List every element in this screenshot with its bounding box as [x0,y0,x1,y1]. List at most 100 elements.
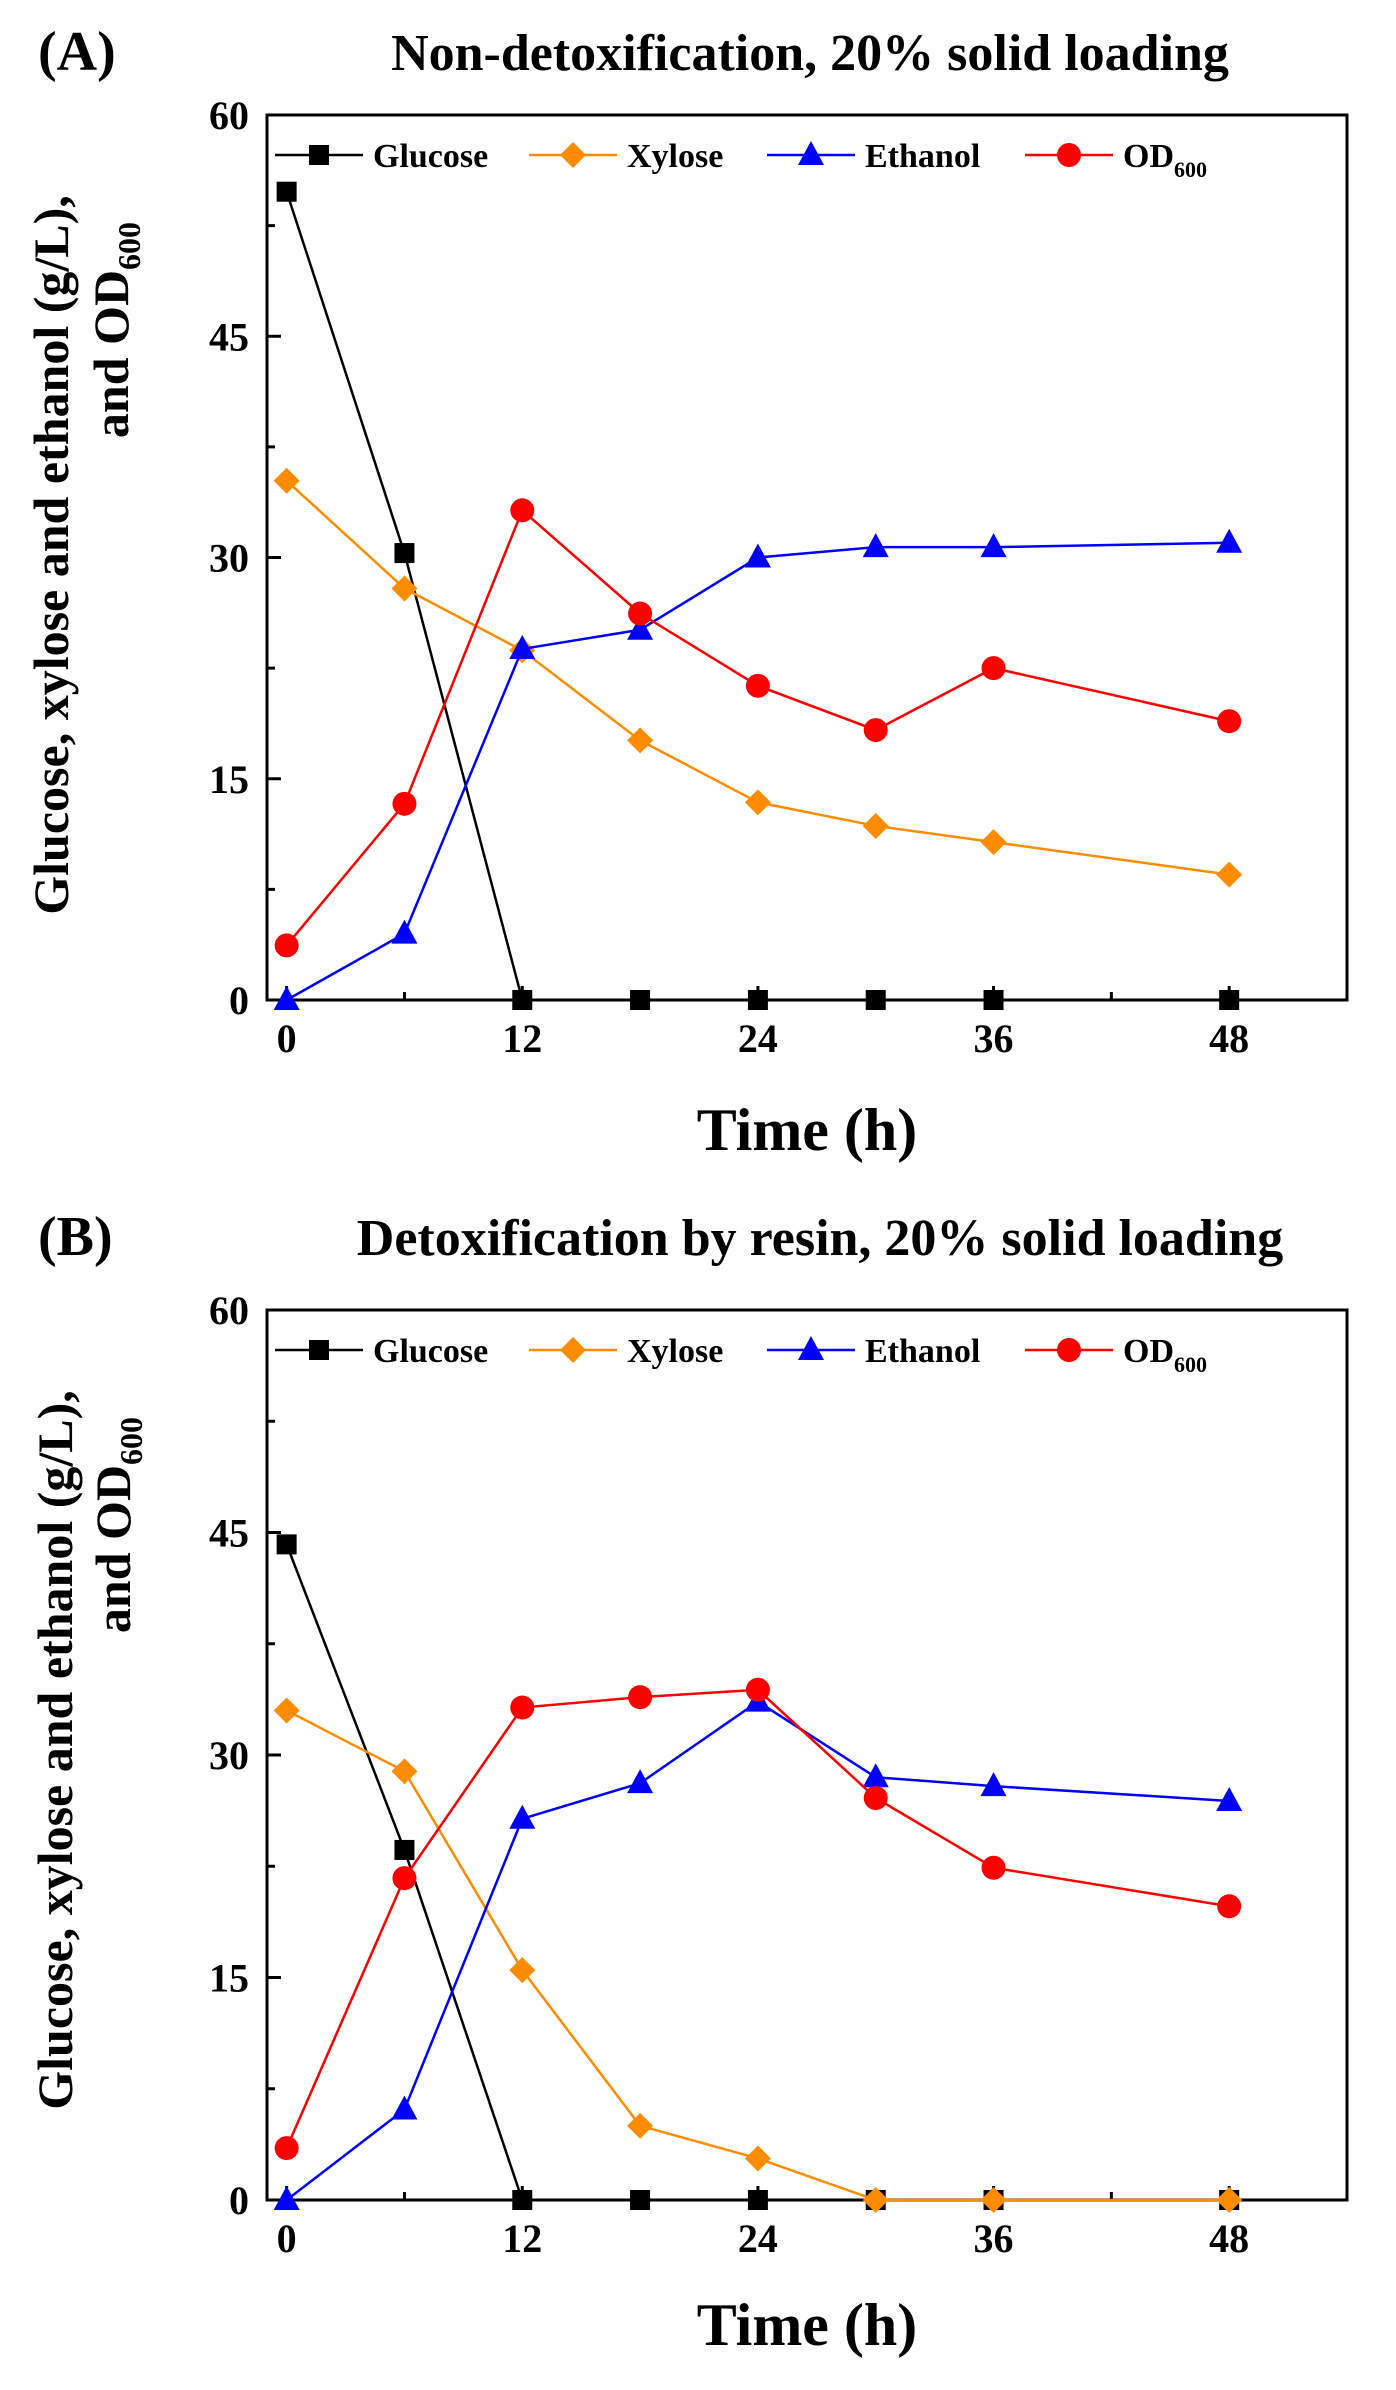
data-point [980,2187,1007,2213]
data-point [744,543,771,568]
data-point [744,2145,771,2172]
data-point [509,1804,536,1829]
data-point [745,1677,770,1702]
legend-label: Ethanol [865,138,980,175]
series-line [285,1688,1230,2149]
series-line [285,191,1230,1002]
chart-panel-a: (A) Non-detoxification, 20% solid loading… [23,21,1349,1163]
data-point [512,990,533,1010]
data-point [273,1697,300,1724]
data-point [276,1534,297,1555]
data-point [394,543,415,564]
x-tick-label: 12 [502,1016,542,1061]
data-point [1217,709,1242,734]
legend-marker [798,141,824,165]
x-tick-label: 24 [738,1016,778,1061]
legend-label-text: OD [1123,1333,1174,1370]
series-line [286,541,1230,1002]
data-point [981,1855,1006,1880]
legend-label: Xylose [627,1333,723,1370]
panel-label: (A) [38,21,116,83]
x-tick-label: 0 [277,2216,297,2261]
data-point [862,1763,889,1788]
data-point [627,1769,654,1794]
legend-label-text: Glucose [373,1333,488,1370]
data-point [1216,1786,1243,1811]
data-point [392,1866,417,1891]
data-point [630,2190,651,2210]
x-tick-label: 36 [974,1016,1014,1061]
legend-label: OD600 [1123,138,1207,182]
y-axis-label-prefix: and OD [83,270,139,438]
y-tick-label: 30 [209,1733,249,1778]
legend-marker [309,145,329,165]
legend-marker [1057,143,1081,167]
data-point [391,919,418,944]
data-point [1216,528,1243,553]
legend-label-text: Ethanol [865,138,980,175]
legend-marker [798,1336,824,1360]
data-point [747,990,768,1010]
chart-title: Non-detoxification, 20% solid loading [391,25,1229,82]
legend-label-text: Ethanol [865,1333,980,1370]
data-point [865,990,886,1010]
legend-label: Ethanol [865,1333,980,1370]
x-axis-label: Time (h) [697,2292,918,2358]
x-tick-label: 48 [1209,2216,1249,2261]
data-point [391,2095,418,2120]
x-tick-label: 48 [1209,1016,1249,1061]
data-point [745,673,770,698]
data-point [510,1695,535,1720]
data-point [510,498,535,523]
series-ethanol [273,1687,1243,2210]
y-axis-label: Glucose, xylose and ethanol (g/L), [23,195,79,914]
data-point [628,1685,653,1710]
legend-marker [1057,1338,1081,1362]
data-point [628,601,653,626]
data-point [980,533,1007,558]
legend-label-text: Glucose [373,138,488,175]
legend-label-text: Xylose [627,138,723,175]
data-point [627,727,654,754]
data-point [273,467,300,494]
y-tick-label: 60 [209,1288,249,1333]
y-axis-label-second-line: and OD600 [85,1417,149,1633]
legend-label: Glucose [373,1333,488,1370]
data-point [391,1758,418,1785]
x-axis-label: Time (h) [697,1097,918,1163]
y-axis-label-subscript: 600 [113,1417,149,1465]
data-point [274,2136,299,2161]
data-point [392,791,417,816]
data-point [630,990,651,1010]
data-point [274,933,299,958]
legend-label: OD600 [1123,1333,1207,1377]
y-tick-label: 15 [209,757,249,802]
legend-label-subscript: 600 [1174,1352,1207,1377]
series-line [285,508,1230,947]
data-point [1216,861,1243,888]
data-point [747,2190,768,2210]
data-point [1219,990,1240,1010]
series-od [274,498,1242,958]
data-point [627,2112,654,2139]
chart-panel-b: (B) Detoxification by resin, 20% solid lo… [27,1206,1349,2358]
data-point [627,615,654,640]
series-glucose [276,181,1240,1010]
data-point [863,1786,888,1811]
data-point [863,718,888,743]
x-tick-label: 0 [277,1016,297,1061]
panel-label: (B) [38,1206,113,1268]
legend-marker [560,1337,586,1363]
legend-label-text: Xylose [627,1333,723,1370]
series-line [286,1709,1230,2202]
legend: Glucose Xylose Ethanol OD600 [275,1333,1207,1377]
legend: Glucose Xylose Ethanol OD600 [275,138,1207,182]
y-axis-label-subscript: 600 [111,222,147,270]
data-point [862,2187,889,2213]
data-point [981,656,1006,681]
data-point [276,181,297,202]
legend-label-subscript: 600 [1174,157,1207,182]
series-xylose [273,1697,1243,2213]
data-point [273,2186,300,2210]
